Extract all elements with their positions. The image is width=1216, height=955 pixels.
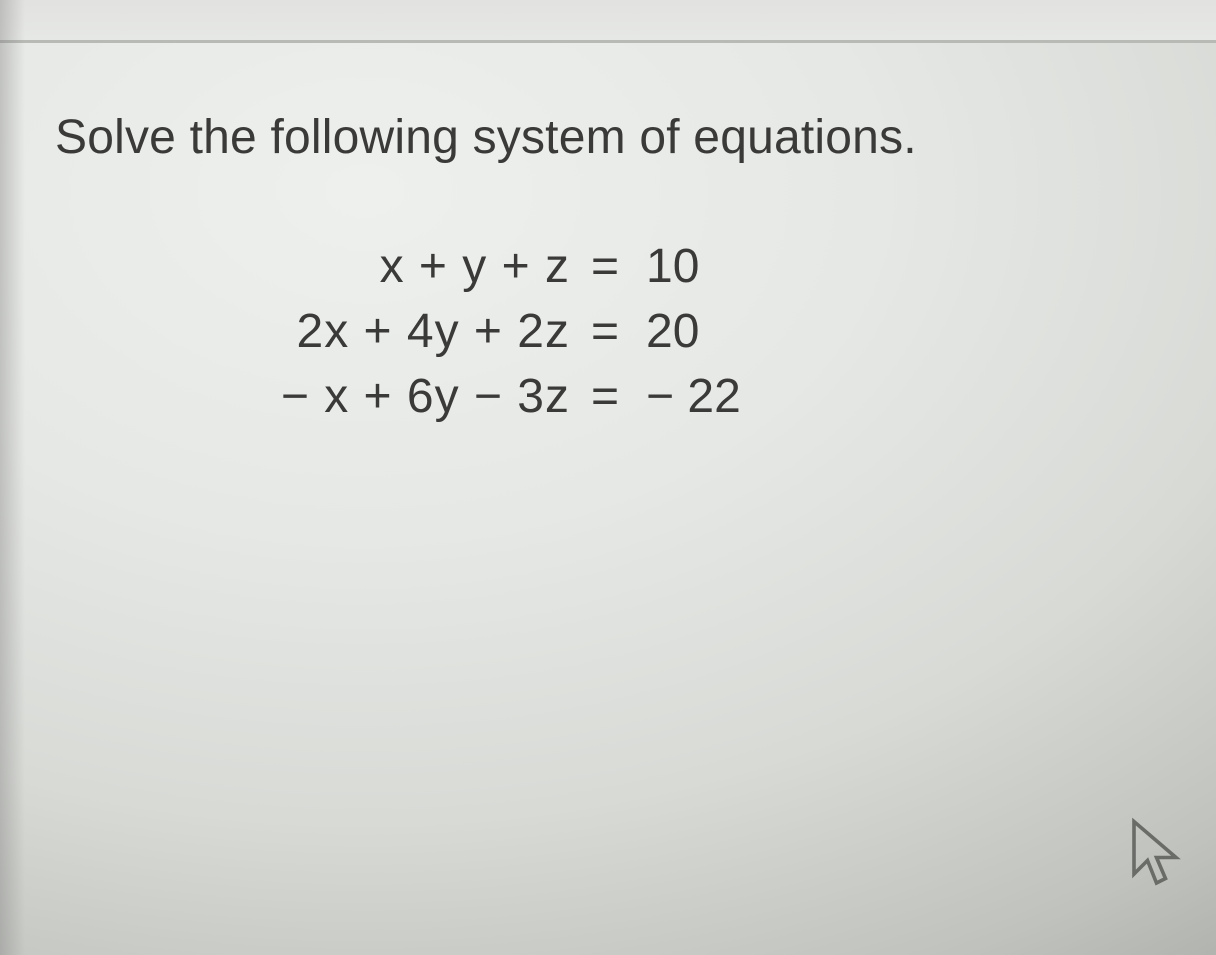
mouse-cursor-icon	[1124, 817, 1186, 895]
equation-rhs: 10	[640, 235, 766, 300]
question-prompt: Solve the following system of equations.	[55, 110, 1176, 165]
horizontal-divider	[0, 40, 1216, 43]
equation-row: − x + 6y − 3z = − 22	[240, 365, 1176, 430]
equation-system: x + y + z = 10 2x + 4y + 2z = 20 − x + 6…	[240, 235, 1176, 429]
top-margin-strip	[0, 0, 1216, 40]
equation-rhs: − 22	[640, 365, 766, 430]
equation-equals: =	[570, 300, 640, 365]
equation-equals: =	[570, 365, 640, 430]
equation-lhs: − x + 6y − 3z	[240, 365, 570, 430]
question-content: Solve the following system of equations.…	[55, 110, 1176, 429]
equation-lhs: x + y + z	[240, 235, 570, 300]
equation-row: x + y + z = 10	[240, 235, 1176, 300]
equation-rhs: 20	[640, 300, 766, 365]
equation-lhs: 2x + 4y + 2z	[240, 300, 570, 365]
equation-equals: =	[570, 235, 640, 300]
equation-row: 2x + 4y + 2z = 20	[240, 300, 1176, 365]
left-shadow-vignette	[0, 0, 25, 955]
